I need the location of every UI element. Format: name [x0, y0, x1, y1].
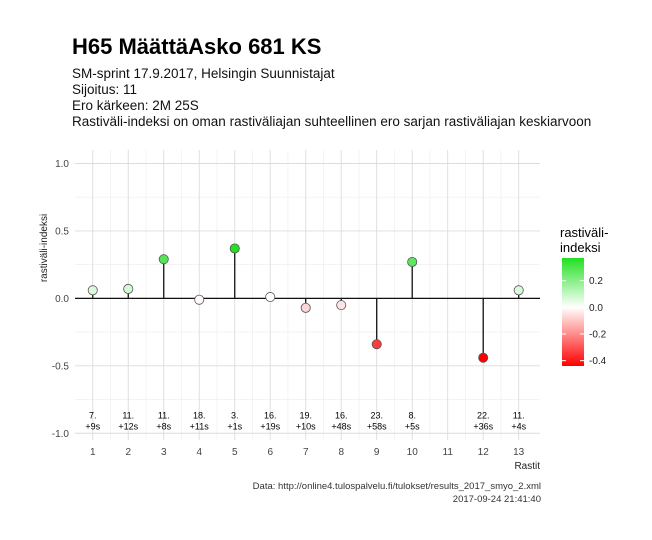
time-diff-label: +11s [190, 421, 210, 431]
time-diff-label: +58s [367, 421, 387, 431]
rank-label: 11. [158, 410, 170, 420]
rank-label: 18. [193, 410, 206, 420]
x-tick-label: 4 [196, 447, 202, 458]
chart-title: H65 MäättäAsko 681 KS [72, 34, 322, 59]
legend-colorbar [562, 258, 584, 366]
rank-label: 16. [335, 410, 348, 420]
rank-label: 8. [408, 410, 416, 420]
time-diff-label: +19s [260, 421, 280, 431]
rank-label: 11. [122, 410, 134, 420]
data-point [300, 302, 311, 313]
x-tick-label: 6 [267, 447, 273, 458]
rank-label: 7. [89, 410, 97, 420]
data-point [336, 300, 347, 311]
y-tick-label: -1.0 [52, 429, 70, 440]
legend-tick-label: -0.2 [589, 330, 607, 341]
rank-label: 3. [231, 410, 239, 420]
timestamp-caption: 2017-09-24 21:41:40 [452, 494, 541, 505]
rank-label: 19. [299, 410, 312, 420]
y-tick-label: 0.5 [55, 226, 69, 237]
x-tick-label: 2 [125, 447, 131, 458]
data-point [478, 352, 489, 363]
time-diff-label: +8s [156, 421, 171, 431]
y-tick-label: 0.0 [55, 294, 69, 305]
data-point [371, 339, 382, 350]
y-tick-label: 1.0 [55, 159, 69, 170]
rank-label: 22. [477, 410, 490, 420]
data-point [194, 294, 205, 305]
rank-label: 11. [513, 410, 525, 420]
subtitle-event: SM-sprint 17.9.2017, Helsingin Suunnista… [72, 66, 335, 81]
x-tick-label: 5 [232, 447, 238, 458]
x-axis-title: Rastit [514, 461, 540, 472]
time-diff-label: +5s [405, 421, 420, 431]
x-tick-label: 11 [443, 447, 454, 458]
data-point [407, 256, 418, 267]
y-axis-title: rastiväli-indeksi [39, 214, 50, 282]
rank-label: 16. [264, 410, 277, 420]
data-point [123, 283, 134, 294]
legend-tick-label: 0.2 [589, 276, 603, 287]
data-point [513, 285, 524, 296]
time-diff-label: +1s [227, 421, 242, 431]
data-point [229, 243, 240, 254]
x-tick-label: 9 [374, 447, 380, 458]
x-tick-label: 1 [90, 447, 96, 458]
time-diff-label: +48s [331, 421, 351, 431]
x-tick-label: 13 [513, 447, 525, 458]
y-tick-label: -0.5 [52, 361, 70, 372]
time-diff-label: +12s [118, 421, 138, 431]
x-tick-label: 8 [338, 447, 344, 458]
x-tick-label: 7 [303, 447, 309, 458]
time-diff-label: +36s [473, 421, 493, 431]
data-point [158, 254, 169, 265]
data-point [87, 285, 98, 296]
legend-tick-label: -0.4 [589, 356, 607, 367]
data-source-caption: Data: http://online4.tulospalvelu.fi/tul… [252, 481, 541, 492]
legend-tick-label: 0.0 [589, 303, 603, 314]
subtitle-description: Rastiväli-indeksi on oman rastiväliajan … [72, 114, 592, 129]
subtitle-placing: Sijoitus: 11 [72, 82, 138, 97]
rank-label: 23. [370, 410, 383, 420]
legend-title: rastiväli-indeksi [560, 225, 630, 255]
x-tick-label: 3 [161, 447, 167, 458]
data-point [265, 292, 276, 303]
x-tick-label: 10 [407, 447, 419, 458]
legend-title-line: rastiväli- [560, 225, 609, 240]
subtitle-gap: Ero kärkeen: 2M 25S [72, 98, 199, 113]
legend-title-line: indeksi [560, 240, 601, 255]
time-diff-label: +4s [511, 421, 526, 431]
x-tick-label: 12 [478, 447, 490, 458]
time-diff-label: +10s [296, 421, 316, 431]
time-diff-label: +9s [85, 421, 100, 431]
